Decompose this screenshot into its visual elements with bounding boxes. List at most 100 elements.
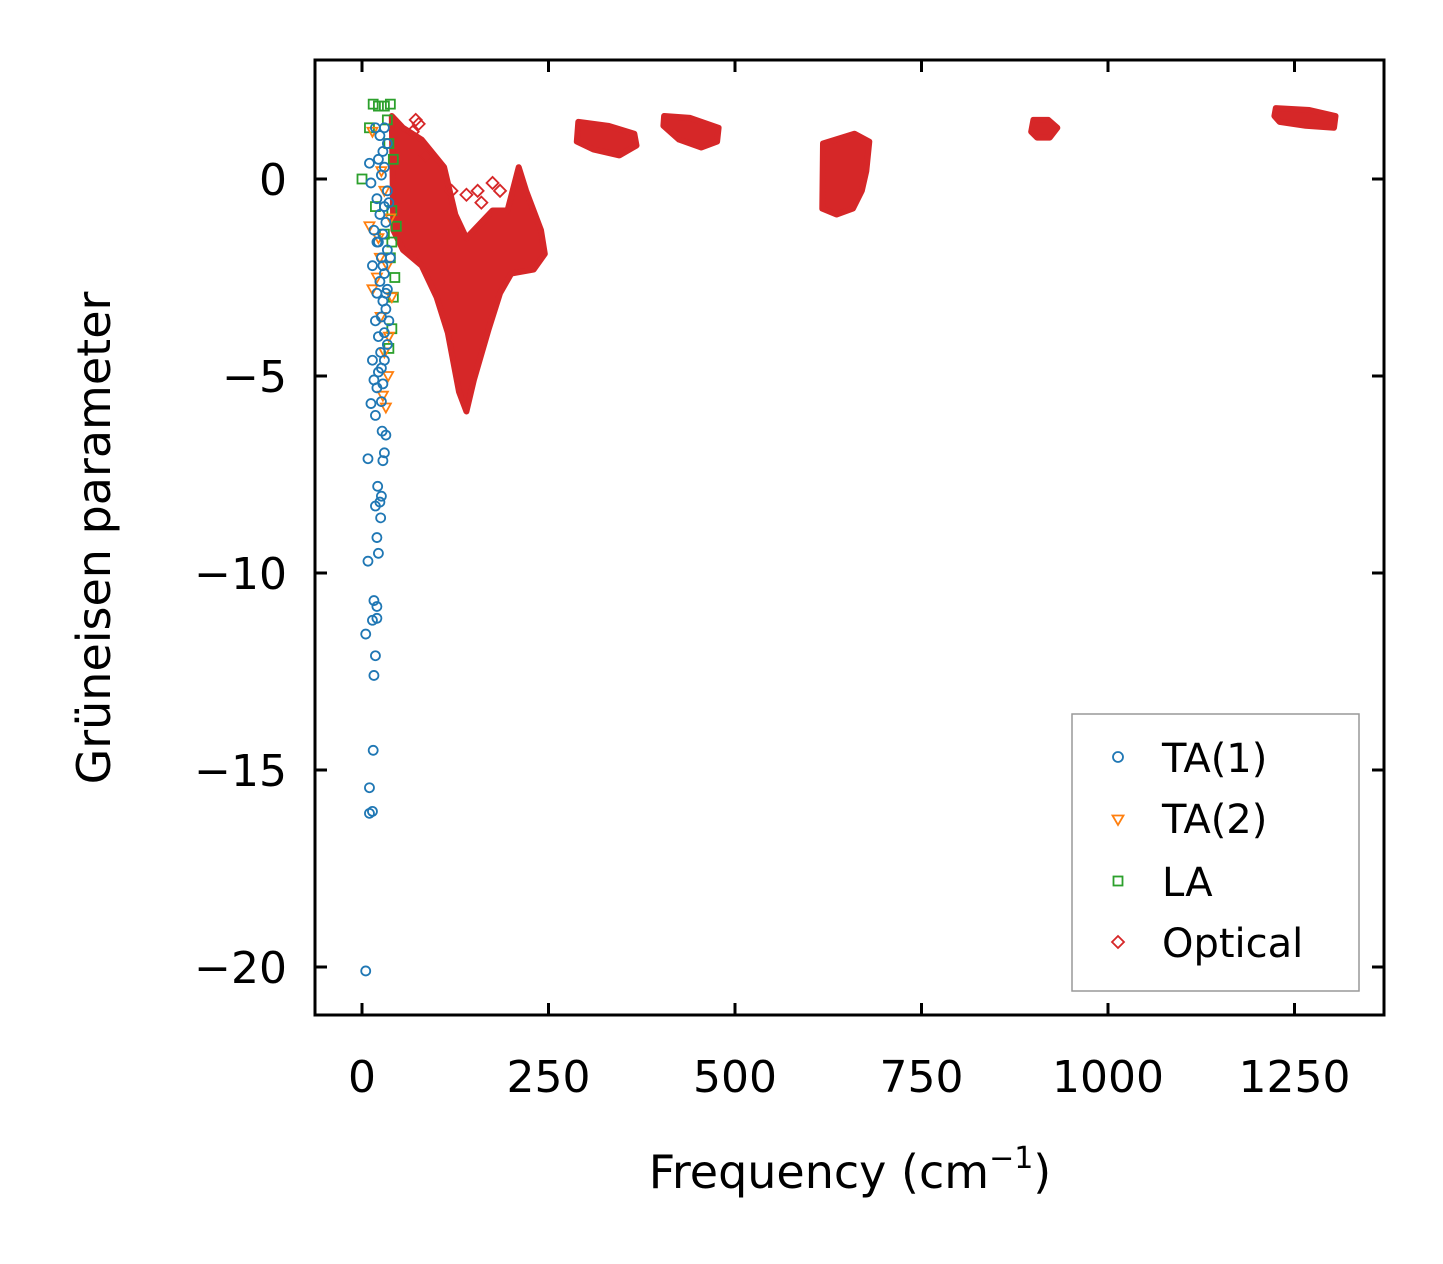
ta-1-point bbox=[377, 146, 389, 157]
ta-1-point bbox=[377, 455, 389, 467]
ta-1-point bbox=[374, 209, 386, 220]
legend-label-optical: Optical bbox=[1162, 921, 1303, 967]
ta-1-point bbox=[375, 396, 387, 408]
data-marks bbox=[356, 98, 1339, 977]
y-tick-label: −20 bbox=[194, 943, 287, 994]
ta-1-point bbox=[375, 362, 387, 374]
optical-point bbox=[411, 116, 426, 132]
x-tick-label: 250 bbox=[507, 1052, 591, 1103]
ta-1-point bbox=[364, 782, 375, 794]
optical-point bbox=[470, 183, 485, 199]
ta-1-point bbox=[373, 153, 384, 165]
ta-1-point bbox=[368, 224, 380, 236]
y-axis-label: Grüneisen parameter bbox=[67, 291, 121, 784]
ta-1-point bbox=[375, 490, 387, 502]
x-axis-label-superscript: −1 bbox=[989, 1141, 1033, 1176]
x-axis-label-end: ) bbox=[1033, 1145, 1051, 1199]
ta-1-point bbox=[364, 157, 375, 169]
ta-1-point bbox=[367, 260, 378, 272]
ta-1-point bbox=[371, 193, 383, 205]
ta-1-point bbox=[362, 453, 374, 465]
la-point bbox=[378, 100, 390, 112]
y-tick-label: 0 bbox=[259, 155, 287, 206]
y-tick-label: −5 bbox=[222, 352, 287, 403]
ta-1-point bbox=[371, 601, 383, 612]
ta-1-point bbox=[373, 547, 384, 559]
optical-point bbox=[485, 175, 500, 191]
ta-1-point bbox=[374, 496, 386, 508]
ta-1-point bbox=[374, 130, 386, 142]
legend-label-ta2: TA(2) bbox=[1161, 797, 1267, 843]
ta-1-point bbox=[365, 398, 377, 409]
ta-1-point bbox=[377, 260, 389, 272]
ta-1-point bbox=[384, 252, 396, 264]
ta-1-point bbox=[375, 512, 387, 524]
ta-2-point bbox=[376, 390, 390, 403]
ta-1-point bbox=[375, 346, 387, 358]
ta-1-point bbox=[377, 378, 389, 390]
la-point bbox=[356, 173, 368, 185]
ta-1-point bbox=[368, 670, 380, 681]
legend-entry-la: LA bbox=[1112, 860, 1213, 906]
ta-1-point bbox=[368, 374, 380, 386]
ta-1-point bbox=[376, 425, 388, 437]
optical-point bbox=[474, 195, 489, 210]
legend-frame bbox=[1071, 713, 1360, 992]
x-tick-label: 1250 bbox=[1239, 1052, 1351, 1103]
ta-1-point bbox=[371, 612, 383, 624]
x-tick-label: 0 bbox=[348, 1052, 376, 1103]
ta-1-point bbox=[381, 339, 393, 350]
ta-1-point bbox=[383, 315, 395, 327]
la-point bbox=[384, 98, 396, 110]
x-tick-label: 1000 bbox=[1052, 1052, 1164, 1103]
ta-1-point bbox=[372, 480, 384, 492]
legend-entry-optical: Optical bbox=[1110, 921, 1303, 967]
ta-1-point bbox=[378, 447, 390, 459]
x-tick-label: 500 bbox=[693, 1052, 777, 1103]
optical-dense-region bbox=[1028, 116, 1061, 141]
x-axis-label-main: Frequency (cm bbox=[649, 1145, 989, 1199]
legend-label-ta1: TA(1) bbox=[1161, 736, 1267, 782]
ta-2-point bbox=[381, 371, 395, 383]
optical-dense-region bbox=[660, 113, 722, 151]
ta-1-point bbox=[367, 354, 378, 366]
ta-1-point bbox=[365, 177, 377, 189]
x-tick-label: 750 bbox=[880, 1052, 964, 1103]
la-point bbox=[390, 220, 402, 232]
la-point bbox=[386, 236, 398, 248]
legend-label-la: LA bbox=[1162, 860, 1213, 906]
optical-dense-region bbox=[819, 130, 873, 218]
ta-1-point bbox=[370, 650, 381, 662]
optical-point bbox=[459, 187, 474, 203]
ta-1-point bbox=[380, 216, 392, 228]
ta-1-point bbox=[381, 185, 393, 197]
ta-1-point bbox=[373, 236, 384, 248]
ta-1-point bbox=[378, 268, 390, 279]
optical-dense-region bbox=[1271, 105, 1339, 131]
legend-entry-ta2: TA(2) bbox=[1110, 797, 1267, 843]
legend-marker-square bbox=[1112, 875, 1124, 887]
ta-1-point bbox=[374, 276, 386, 287]
optical-point bbox=[405, 124, 421, 139]
legend-marker-circle bbox=[1112, 751, 1124, 763]
optical-point bbox=[444, 183, 459, 199]
ta-1-point bbox=[383, 197, 395, 209]
ta-1-point bbox=[367, 744, 379, 756]
axis-ticks: 0 250 500 750 1000 1250 0 −5 −10 −15 −20 bbox=[194, 60, 1384, 1103]
optical-point bbox=[492, 183, 508, 199]
optical-point bbox=[418, 148, 433, 163]
la-point bbox=[387, 153, 399, 165]
legend-marker-diamond bbox=[1110, 934, 1126, 950]
legend: TA(1) TA(2) LA Optical bbox=[1071, 713, 1360, 992]
ta-1-point bbox=[378, 161, 390, 173]
optical-dense-region bbox=[388, 113, 548, 415]
ta-1-point bbox=[378, 327, 390, 339]
ta-1-point bbox=[377, 228, 389, 240]
la-point bbox=[389, 272, 401, 283]
optical-dense-region bbox=[573, 118, 640, 159]
ta-1-point bbox=[378, 122, 390, 134]
plot-frame bbox=[313, 58, 1386, 1017]
ta-1-point bbox=[371, 532, 383, 543]
